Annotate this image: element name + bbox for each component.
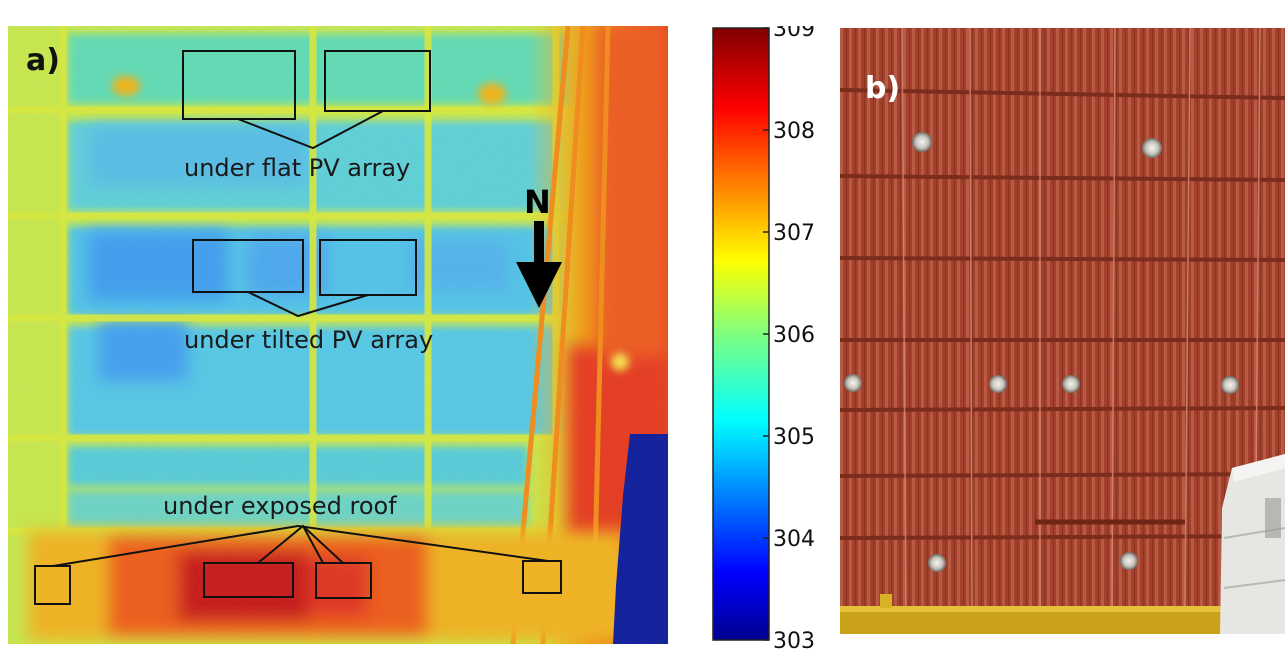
- label-under-flat: under flat PV array: [184, 154, 410, 182]
- light-fixtures: [844, 132, 1239, 572]
- panel-b-label: b): [865, 71, 900, 106]
- colorbar-gradient: [712, 27, 770, 641]
- light-icon: [844, 374, 862, 392]
- box-exposed-1: [34, 565, 71, 605]
- colorbar-tick-label: 307: [773, 221, 815, 246]
- north-arrow-icon: [516, 221, 562, 308]
- roof-photo-panel: b): [839, 27, 1285, 634]
- roof-purlins: [839, 88, 1285, 540]
- box-flat-2: [324, 50, 431, 112]
- colorbar-svg: 309 308 307 306 305 304 303: [712, 17, 815, 654]
- colorbar-tick-label: 304: [773, 527, 815, 552]
- light-icon: [912, 132, 932, 152]
- light-icon: [1120, 552, 1138, 570]
- colorbar-tick-label: 303: [773, 629, 815, 652]
- colorbar-ticks: 309 308 307 306 305 304 303: [763, 17, 815, 654]
- box-exposed-2: [203, 562, 294, 598]
- north-label: N: [524, 183, 551, 221]
- colorbar-tick-label: 306: [773, 323, 815, 348]
- thermal-image-svg: under flat PV array under tilted PV arra…: [8, 25, 668, 645]
- annotation-leaders: [52, 110, 549, 567]
- hvac-unit: [1220, 454, 1285, 634]
- light-icon: [1142, 138, 1162, 158]
- colorbar-tick-label: 309: [773, 26, 815, 42]
- label-under-tilted: under tilted PV array: [184, 326, 433, 354]
- roof-photo-svg: b): [839, 27, 1285, 634]
- colorbar-tick-label: 305: [773, 425, 815, 450]
- light-icon: [928, 554, 946, 572]
- thermal-noise: [8, 26, 668, 644]
- colorbar-tick-label: 308: [773, 119, 815, 144]
- thermal-image-panel: under flat PV array under tilted PV arra…: [8, 25, 668, 645]
- light-icon: [1062, 375, 1080, 393]
- light-icon: [989, 375, 1007, 393]
- colorbar: 309 308 307 306 305 304 303: [705, 17, 845, 654]
- roof-deck: [840, 28, 1285, 634]
- light-icon: [1221, 376, 1239, 394]
- box-exposed-3: [315, 562, 372, 599]
- label-under-exposed: under exposed roof: [163, 492, 397, 520]
- panel-a-label: a): [26, 43, 60, 78]
